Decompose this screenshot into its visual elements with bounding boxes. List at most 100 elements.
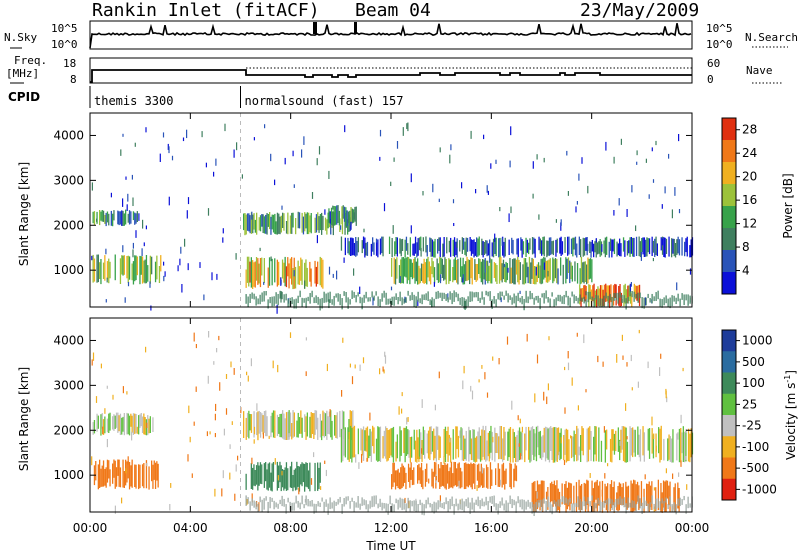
- echo-column: [660, 483, 662, 513]
- colorbar-tick-label: 8: [742, 240, 750, 254]
- echo-speck: [328, 266, 331, 275]
- echo-speck: [240, 407, 242, 414]
- echo-speck: [661, 238, 664, 246]
- echo-column: [330, 218, 332, 235]
- echo-speck: [134, 142, 136, 147]
- echo-column: [254, 219, 256, 233]
- echo-speck: [665, 468, 667, 474]
- ground-scatter: [607, 295, 609, 307]
- echo-column: [660, 425, 662, 460]
- ground-scatter: [625, 298, 627, 310]
- echo-speck: [316, 158, 318, 166]
- ground-scatter: [527, 296, 529, 304]
- ground-scatter: [687, 294, 689, 306]
- echo-column: [599, 285, 602, 306]
- ground-scatter: [619, 292, 621, 298]
- ground-scatter: [435, 502, 437, 513]
- echo-column: [132, 211, 135, 221]
- echo-speck: [150, 305, 152, 311]
- echo-column: [377, 239, 379, 258]
- echo-column: [300, 410, 302, 434]
- echo-column: [553, 259, 555, 282]
- echo-column: [353, 425, 356, 458]
- echo-column: [574, 434, 577, 455]
- echo-column: [246, 256, 249, 283]
- echo-column: [278, 261, 280, 286]
- echo-speck: [127, 282, 130, 287]
- echo-column: [424, 262, 427, 284]
- echo-column: [99, 210, 101, 226]
- echo-column: [410, 462, 412, 480]
- echo-column: [287, 257, 289, 277]
- echo-column: [570, 262, 572, 280]
- echo-column: [678, 488, 680, 512]
- echo-speck: [449, 438, 451, 443]
- ground-scatter: [569, 297, 571, 307]
- echo-column: [416, 242, 418, 258]
- echo-speck: [208, 331, 210, 338]
- echo-column: [588, 258, 590, 280]
- echo-speck: [316, 235, 318, 244]
- echo-column: [125, 209, 127, 225]
- echo-column: [353, 243, 356, 256]
- ground-scatter: [417, 503, 419, 512]
- echo-column: [126, 256, 128, 279]
- echo-speck: [462, 274, 464, 279]
- ground-scatter: [275, 502, 277, 508]
- echo-column: [112, 416, 114, 430]
- ground-scatter: [355, 295, 357, 303]
- ground-scatter: [457, 503, 459, 511]
- echo-column: [154, 462, 157, 489]
- echo-column: [305, 462, 307, 487]
- echo-speck: [462, 380, 464, 390]
- ground-scatter: [533, 504, 535, 517]
- echo-column: [293, 412, 295, 437]
- echo-column: [136, 211, 138, 222]
- echo-column: [381, 236, 383, 254]
- echo-speck: [230, 361, 232, 368]
- echo-speck: [235, 464, 237, 472]
- ground-scatter: [619, 496, 621, 505]
- echo-column: [151, 256, 153, 275]
- echo-column: [140, 413, 142, 427]
- ground-scatter: [343, 498, 345, 507]
- echo-speck: [401, 392, 403, 397]
- echo-column: [586, 264, 588, 285]
- echo-column: [486, 440, 488, 461]
- echo-column: [134, 464, 136, 487]
- echo-column: [292, 268, 294, 290]
- ground-scatter: [357, 496, 359, 508]
- echo-column: [515, 465, 518, 482]
- ground-scatter: [541, 499, 543, 512]
- echo-column: [249, 215, 251, 234]
- echo-column: [550, 237, 552, 255]
- echo-column: [489, 462, 492, 489]
- echo-column: [392, 462, 394, 487]
- y-tick-label: 2000: [53, 423, 84, 437]
- ground-scatter: [617, 498, 619, 505]
- echo-column: [448, 434, 450, 456]
- echo-column: [121, 417, 123, 435]
- echo-column: [662, 480, 665, 508]
- nave-tick-top: 60: [707, 57, 720, 70]
- echo-speck: [132, 249, 134, 258]
- echo-speck: [229, 444, 231, 449]
- ground-scatter: [345, 291, 347, 303]
- echo-column: [667, 438, 669, 462]
- echo-column: [470, 462, 472, 488]
- echo-column: [418, 429, 421, 460]
- echo-column: [419, 467, 421, 484]
- echo-column: [543, 256, 545, 280]
- echo-column: [118, 459, 120, 487]
- ground-scatter: [669, 496, 671, 507]
- echo-column: [582, 428, 584, 456]
- echo-column: [250, 414, 253, 433]
- echo-column: [126, 461, 128, 483]
- echo-column: [578, 236, 580, 255]
- echo-column: [343, 411, 345, 439]
- echo-column: [324, 217, 327, 231]
- ground-scatter: [495, 503, 497, 511]
- x-tick-label: 00:00: [675, 521, 710, 535]
- echo-column: [280, 413, 282, 438]
- echo-column: [444, 462, 446, 489]
